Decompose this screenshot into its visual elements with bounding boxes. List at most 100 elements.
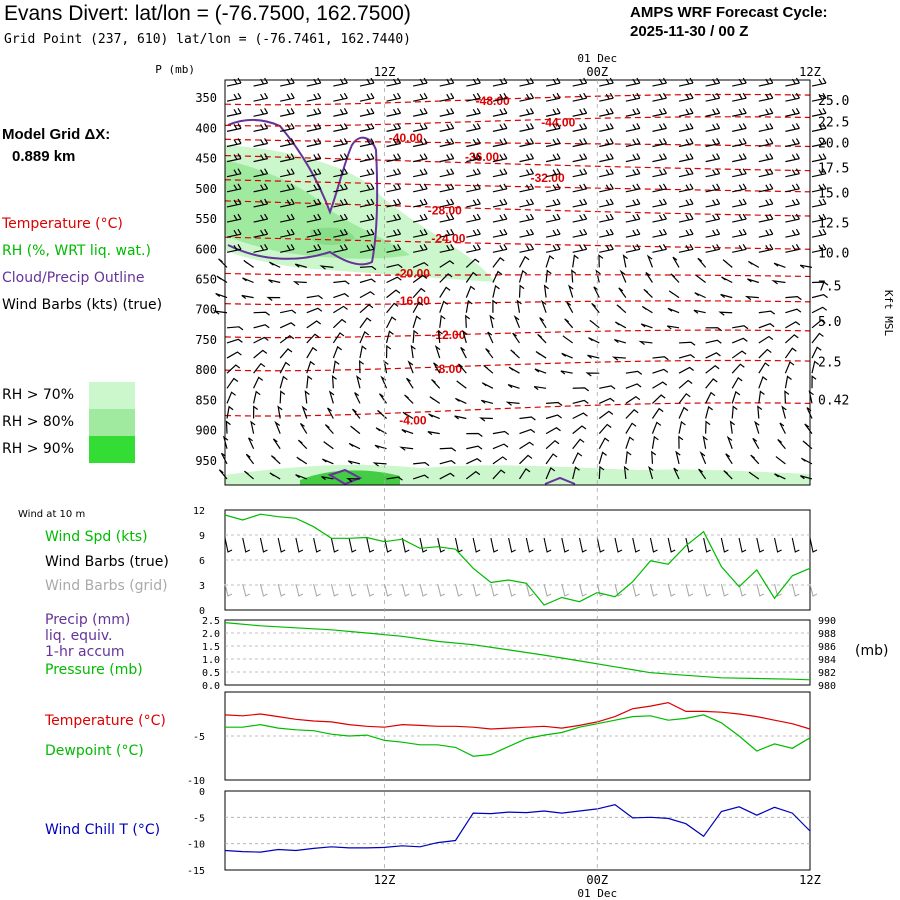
- wind-barb: [598, 254, 604, 268]
- wind-barb: [439, 286, 451, 298]
- wind-chill-panel-frame: [224, 790, 811, 871]
- wind-barb: [259, 537, 268, 553]
- wind-barb: [585, 372, 600, 377]
- series-line: [224, 804, 811, 853]
- height-tick-label: 20.0: [818, 136, 849, 151]
- wind-barb: [277, 583, 286, 597]
- wind-barb: [348, 442, 361, 450]
- wind-barb: [652, 168, 667, 178]
- pressure-tick-label: 850: [195, 393, 217, 407]
- temperature-tick-label: -5: [193, 732, 205, 743]
- wind-barb: [412, 262, 429, 268]
- wind-barb: [545, 243, 561, 253]
- wind-barb: [623, 465, 629, 480]
- wind-barb: [492, 270, 503, 283]
- wind-barb: [492, 183, 508, 193]
- wind-barb: [492, 198, 508, 208]
- wind-barb: [678, 228, 694, 238]
- wind-barb: [375, 427, 387, 435]
- wind-barb: [625, 243, 641, 253]
- wind-barb: [439, 153, 455, 163]
- wind-barb: [543, 284, 549, 298]
- forecast-cycle-label: AMPS WRF Forecast Cycle:: [630, 4, 828, 21]
- wind-barb: [241, 294, 254, 299]
- wind-barb: [492, 299, 498, 313]
- wind-barb: [492, 228, 508, 238]
- wind-barb: [412, 474, 429, 480]
- wind-barb: [678, 379, 693, 389]
- wind-barb: [266, 296, 281, 301]
- wind-barb: [243, 259, 254, 268]
- wind-barb: [784, 361, 795, 374]
- wind10m-title: Wind at 10 m: [18, 509, 86, 520]
- wind-barb: [678, 366, 695, 374]
- wind-barb: [572, 399, 589, 404]
- wind-speed-tick-label: 9: [199, 531, 205, 542]
- wind-barb: [723, 470, 733, 480]
- mb-unit-label: (mb): [855, 643, 889, 659]
- pressure-label: Pressure (mb): [45, 662, 143, 678]
- wind-barb: [259, 583, 268, 597]
- wind-barb: [490, 583, 499, 597]
- wind-barb: [244, 470, 254, 480]
- wind-barb: [323, 441, 334, 450]
- wind-barb: [384, 583, 392, 597]
- wind-barb: [791, 537, 800, 553]
- wind-barb: [811, 153, 827, 163]
- pressure-tick-label: 650: [195, 272, 217, 286]
- wind-barb: [732, 153, 747, 163]
- wind-barb: [359, 183, 375, 193]
- wind-barb: [385, 344, 392, 359]
- wind-barb: [599, 77, 614, 87]
- wind-barb: [386, 263, 403, 269]
- wind-barb: [280, 107, 295, 117]
- wind-barb: [599, 92, 614, 102]
- wind-barb: [625, 107, 641, 117]
- wind-barb: [802, 440, 813, 450]
- wind-barb: [280, 168, 295, 178]
- wind-barb: [572, 412, 588, 420]
- wind-barb: [668, 290, 680, 299]
- pressure-tick-label: 950: [195, 454, 217, 468]
- time-tick-label-top: 12Z: [799, 65, 821, 79]
- wind-barb: [413, 198, 428, 208]
- wind-barb: [412, 301, 424, 314]
- wind-barb: [705, 138, 721, 148]
- rh90-area-low: [300, 470, 400, 485]
- wind-barb: [545, 138, 561, 148]
- wind-barb: [386, 289, 401, 299]
- wind-barb: [455, 397, 467, 404]
- wind-barb: [651, 435, 659, 449]
- wind-barb: [306, 153, 322, 163]
- wind-barb: [777, 439, 786, 450]
- wind-barb: [599, 168, 614, 178]
- wind-barb: [651, 421, 662, 434]
- wind-barb: [519, 228, 535, 238]
- wind-barb: [377, 410, 387, 419]
- forecast-cycle-value: 2025-11-30 / 00 Z: [630, 23, 749, 40]
- wind-barb: [333, 305, 348, 314]
- wind-barb: [226, 107, 242, 117]
- wind-barb: [519, 183, 535, 193]
- height-tick-label: 0.42: [818, 393, 849, 408]
- wind-barb: [347, 460, 361, 465]
- wind-barb: [572, 138, 588, 148]
- wind-barb: [386, 228, 402, 238]
- wind-barb: [306, 198, 322, 208]
- wind-barb: [348, 537, 357, 553]
- pressure-tick-label: 500: [195, 182, 217, 196]
- wind-barb: [439, 300, 449, 313]
- wind-barb: [429, 396, 441, 404]
- rh80-label: RH > 80%: [2, 414, 75, 430]
- wind-barb: [705, 327, 722, 332]
- series-line: [224, 701, 811, 730]
- wind-barb: [306, 360, 315, 374]
- wind-barb: [439, 198, 455, 208]
- wind-barb: [732, 243, 747, 253]
- wind-barb: [566, 301, 574, 314]
- wind-barb: [359, 107, 375, 117]
- wind-barb: [781, 405, 787, 419]
- wind-barb: [561, 537, 570, 553]
- wind-barb: [359, 304, 374, 314]
- temperature-contour: [224, 116, 811, 127]
